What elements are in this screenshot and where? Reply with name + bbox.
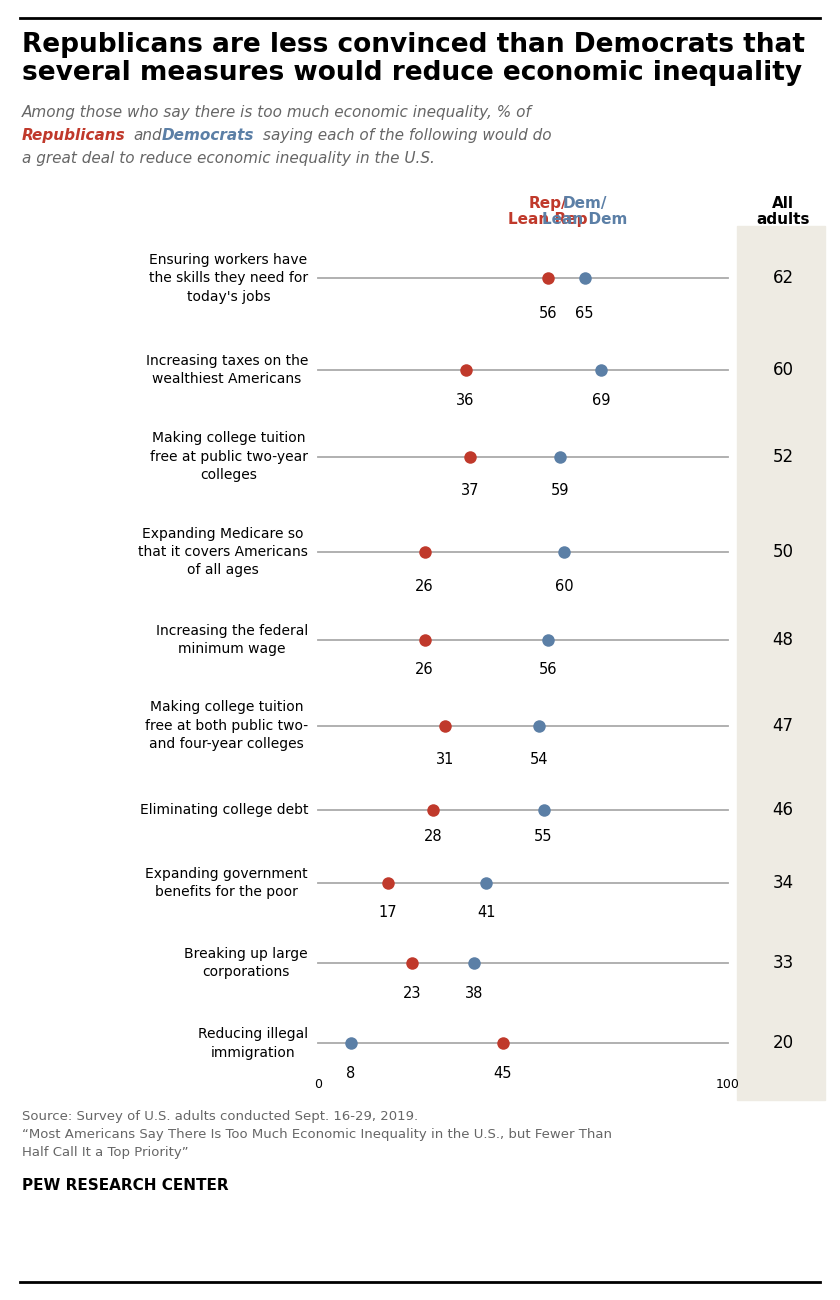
Text: 48: 48 — [773, 632, 794, 649]
Text: a great deal to reduce economic inequality in the U.S.: a great deal to reduce economic inequali… — [22, 151, 435, 166]
Text: Making college tuition
free at public two-year
colleges: Making college tuition free at public tw… — [150, 432, 308, 482]
Text: Expanding Medicare so
that it covers Americans
of all ages: Expanding Medicare so that it covers Ame… — [138, 526, 308, 577]
Text: Increasing taxes on the
wealthiest Americans: Increasing taxes on the wealthiest Ameri… — [145, 354, 308, 386]
Text: 26: 26 — [415, 578, 434, 594]
Text: 26: 26 — [415, 662, 434, 677]
Text: Making college tuition
free at both public two-
and four-year colleges: Making college tuition free at both publ… — [144, 701, 308, 751]
Text: 56: 56 — [538, 662, 557, 677]
Text: 62: 62 — [773, 269, 794, 287]
Text: 41: 41 — [477, 905, 496, 920]
Text: saying each of the following would do: saying each of the following would do — [263, 127, 552, 143]
Text: 37: 37 — [460, 484, 479, 498]
Text: 69: 69 — [591, 393, 610, 407]
Bar — [737, 226, 825, 1100]
Text: 17: 17 — [378, 905, 397, 920]
Text: 52: 52 — [773, 447, 794, 465]
Text: All: All — [772, 196, 794, 211]
Text: 55: 55 — [534, 828, 553, 844]
Text: 100: 100 — [716, 1078, 740, 1091]
Text: 36: 36 — [456, 393, 475, 407]
Text: 31: 31 — [436, 753, 454, 767]
Text: Republicans are less convinced than Democrats that: Republicans are less convinced than Demo… — [22, 32, 805, 58]
Text: 23: 23 — [403, 985, 422, 1001]
Text: 65: 65 — [575, 307, 594, 321]
Text: 60: 60 — [554, 578, 574, 594]
Text: 34: 34 — [773, 874, 794, 892]
Text: Democrats: Democrats — [162, 127, 255, 143]
Text: 46: 46 — [773, 801, 794, 819]
Text: Expanding government
benefits for the poor: Expanding government benefits for the po… — [145, 867, 308, 900]
Text: Source: Survey of U.S. adults conducted Sept. 16-29, 2019.
“Most Americans Say T: Source: Survey of U.S. adults conducted … — [22, 1110, 612, 1160]
Text: Reducing illegal
immigration: Reducing illegal immigration — [198, 1027, 308, 1060]
Text: 28: 28 — [423, 828, 442, 844]
Text: 8: 8 — [346, 1066, 355, 1080]
Text: PEW RESEARCH CENTER: PEW RESEARCH CENTER — [22, 1178, 228, 1193]
Text: 56: 56 — [538, 307, 557, 321]
Text: Rep/: Rep/ — [528, 196, 567, 211]
Text: Lean Rep: Lean Rep — [508, 212, 587, 227]
Text: Breaking up large
corporations: Breaking up large corporations — [184, 946, 308, 979]
Text: Eliminating college debt: Eliminating college debt — [139, 802, 308, 816]
Text: 54: 54 — [530, 753, 549, 767]
Text: several measures would reduce economic inequality: several measures would reduce economic i… — [22, 60, 802, 86]
Text: 45: 45 — [493, 1066, 512, 1080]
Text: 60: 60 — [773, 361, 794, 380]
Text: 20: 20 — [773, 1035, 794, 1053]
Text: adults: adults — [756, 212, 810, 227]
Text: Lean Dem: Lean Dem — [542, 212, 627, 227]
Text: 47: 47 — [773, 716, 794, 734]
Text: Among those who say there is too much economic inequality, % of: Among those who say there is too much ec… — [22, 105, 532, 120]
Text: 59: 59 — [551, 484, 570, 498]
Text: and: and — [133, 127, 161, 143]
Text: 0: 0 — [314, 1078, 322, 1091]
Text: Ensuring workers have
the skills they need for
today's jobs: Ensuring workers have the skills they ne… — [149, 252, 308, 303]
Text: Dem/: Dem/ — [562, 196, 606, 211]
Text: 50: 50 — [773, 543, 794, 562]
Text: 38: 38 — [465, 985, 483, 1001]
Text: Increasing the federal
minimum wage: Increasing the federal minimum wage — [155, 624, 308, 656]
Text: Republicans: Republicans — [22, 127, 126, 143]
Text: 33: 33 — [772, 954, 794, 972]
